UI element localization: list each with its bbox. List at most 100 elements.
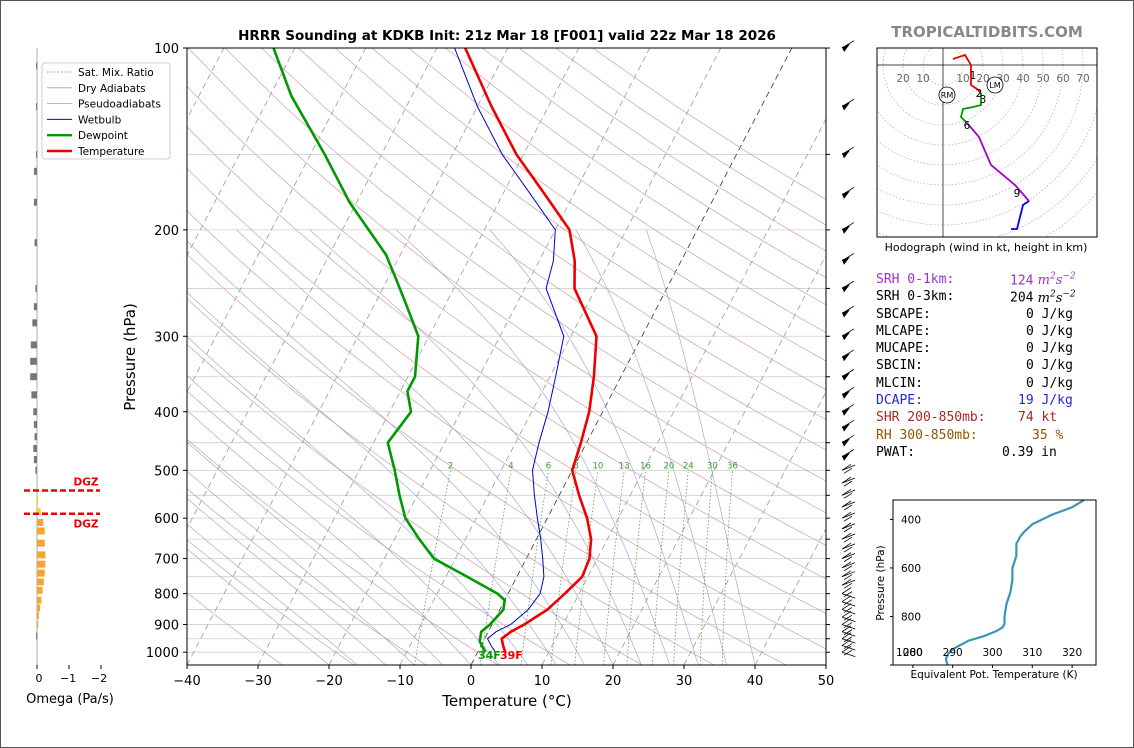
stat-unit: m2s−2 — [1033, 272, 1076, 288]
x-tick-label: 30 — [676, 674, 693, 689]
omega-bar — [33, 303, 37, 311]
wind-barb — [841, 610, 856, 622]
wind-barbs — [841, 40, 856, 658]
pseudoadiabat — [645, 229, 756, 665]
x-tick-label: −10 — [386, 674, 413, 689]
x-tick-label: 50 — [818, 674, 835, 689]
omega-bar — [32, 319, 37, 327]
omega-bar — [33, 421, 37, 429]
omega-bar — [30, 357, 37, 365]
stat-row: MLCIN: 0 J/kg — [876, 376, 1126, 393]
wetbulb-line — [454, 48, 565, 653]
wind-barb — [841, 40, 855, 52]
omega-bar — [37, 527, 45, 535]
mixing-ratio-line — [651, 470, 670, 665]
hodograph-height-label: 3 — [980, 94, 987, 106]
omega-tick-2: −2 — [91, 672, 107, 685]
stat-label: PWAT: — [876, 444, 916, 460]
hodograph-ring-label: 10 — [956, 73, 969, 85]
wind-barb — [841, 552, 856, 562]
pseudoadiabat — [187, 441, 443, 665]
hodograph-ring-label: 10 — [916, 73, 929, 85]
skewt-xlabel: Temperature (°C) — [441, 692, 571, 710]
skewt-legend: Sat. Mix. Ratio Dry Adiabats Pseudoadiabat… — [41, 62, 171, 160]
hodograph-ring-label: 70 — [1076, 73, 1089, 85]
theta-x-tick-label: 280 — [903, 647, 923, 659]
pseudoadiabat — [187, 548, 330, 665]
stat-label: DCAPE: — [876, 393, 923, 409]
stat-unit-part: m — [1037, 290, 1050, 306]
stat-value: 0 J/kg — [1026, 358, 1073, 373]
pseudoadiabat — [187, 375, 500, 665]
mixing-ratio-line — [721, 470, 733, 665]
wind-barb — [841, 146, 855, 159]
pseudoadiabat — [575, 229, 727, 665]
wind-barb — [841, 305, 855, 318]
dewpoint-line — [272, 48, 507, 653]
stat-label: SRH 0-3km: — [876, 289, 955, 305]
stat-value: 0 J/kg — [1026, 324, 1073, 339]
dry-adiabat — [187, 390, 571, 665]
stat-number: 0 J/kg — [1026, 358, 1073, 374]
theta-x-tick-label: 290 — [943, 647, 963, 659]
surface-dewpoint-label: 34F — [478, 649, 501, 662]
theta-y-tick-label: 1000 — [896, 647, 923, 659]
mixing-ratio-line — [574, 470, 599, 665]
omega-bar — [36, 632, 38, 640]
omega-xlabel: Omega (Pa/s) — [26, 692, 114, 707]
omega-bar — [37, 604, 41, 612]
omega-bar — [34, 239, 37, 247]
omega-tick-0: 0 — [36, 672, 43, 685]
omega-bar — [37, 578, 44, 586]
stat-row: SRH 0-1km: 124 m2s−2 — [876, 272, 1126, 289]
wind-barb — [841, 488, 856, 499]
stat-number: 74 kt — [1018, 410, 1058, 426]
dry-adiabat — [445, 48, 826, 306]
stat-unit-part: 2 — [1049, 272, 1056, 282]
stat-unit-part: 2 — [1049, 289, 1056, 300]
hodograph-segment — [966, 122, 1030, 202]
wind-barb — [841, 587, 856, 599]
dry-adiabat — [187, 438, 499, 665]
stat-row: PWAT: 0.39 in — [876, 445, 1126, 462]
y-tick-label: 100 — [154, 42, 179, 57]
legend-label: Wetbulb — [78, 114, 122, 126]
omega-bar — [33, 456, 37, 464]
omega-bar — [37, 508, 41, 516]
x-tick-label: 0 — [467, 674, 475, 689]
storm-motion-marker — [986, 76, 1004, 94]
pseudoadiabat — [187, 470, 415, 665]
dry-adiabat — [408, 48, 826, 334]
stat-value: 204 m2s−2 — [1010, 289, 1076, 305]
dry-adiabat — [187, 126, 826, 580]
wind-barb — [841, 618, 856, 630]
wind-barb — [841, 522, 856, 533]
legend-label: Dry Adiabats — [78, 83, 146, 95]
dry-adiabat — [224, 48, 826, 482]
wind-barb — [841, 404, 855, 416]
wind-barb — [841, 253, 855, 265]
wind-barb — [841, 420, 855, 432]
stat-number: 204 — [1010, 290, 1034, 306]
stat-unit-part: s — [1055, 290, 1063, 306]
wind-barb — [841, 280, 855, 293]
theta-x-tick-label: 310 — [1022, 647, 1042, 659]
omega-panel: 0 −1 −2 Omega (Pa/s) DGZ DGZ — [24, 48, 114, 707]
stat-number: 0 J/kg — [1026, 375, 1073, 391]
theta-e-ylabel: Pressure (hPa) — [875, 545, 887, 620]
mixing-ratio-label: 10 — [592, 461, 603, 471]
dry-adiabat — [187, 488, 427, 665]
theta-x-tick-label: 320 — [1062, 647, 1082, 659]
stat-unit: m2s−2 — [1033, 289, 1076, 306]
mixing-ratio-line — [520, 470, 549, 665]
stat-row: DCAPE: 19 J/kg — [876, 393, 1126, 410]
skewt-profiles — [272, 48, 598, 653]
pseudoadiabat — [396, 229, 671, 665]
stat-number: 0 J/kg — [1026, 306, 1073, 322]
omega-tick-1: −1 — [60, 672, 76, 685]
hodograph-ring-label: 20 — [896, 73, 909, 85]
y-tick-label: 500 — [154, 464, 179, 479]
stat-label: MLCIN: — [876, 375, 923, 391]
stat-number: 35 % — [1032, 427, 1064, 443]
